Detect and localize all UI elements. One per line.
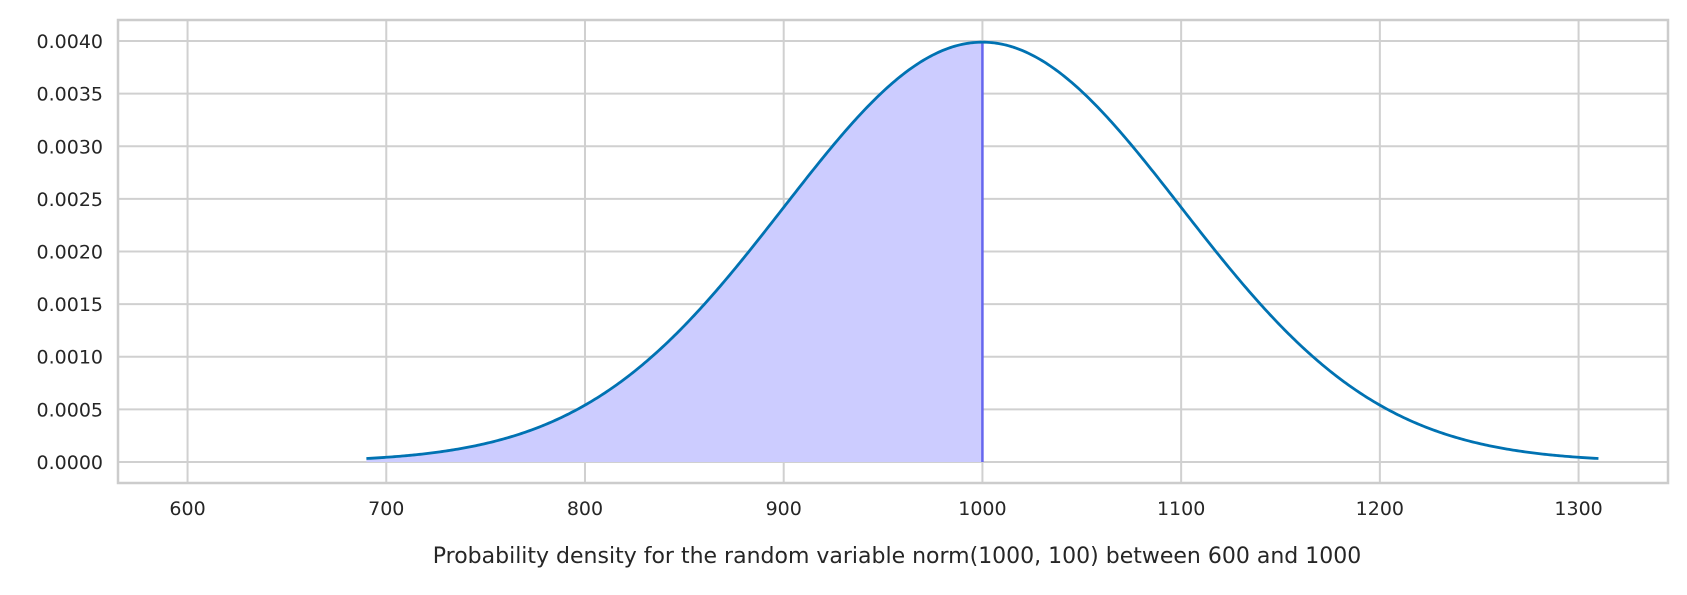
- shaded-area-layer: [366, 42, 984, 462]
- y-tick-label: 0.0015: [37, 294, 103, 316]
- y-tick-label: 0.0000: [37, 452, 103, 474]
- x-tick-label: 1300: [1554, 498, 1602, 520]
- x-tick-label: 1100: [1157, 498, 1205, 520]
- x-tick-label: 1200: [1356, 498, 1404, 520]
- y-tick-label: 0.0005: [37, 399, 103, 421]
- plot-frame: [116, 18, 1670, 485]
- x-tick-labels: 600 700 800 900 1000 1100 1200 1300: [169, 498, 1602, 520]
- x-tick-label: 700: [368, 498, 404, 520]
- curve-layer: [366, 40, 1599, 460]
- density-curve: [366, 40, 1599, 460]
- x-tick-label: 1000: [958, 498, 1006, 520]
- y-tick-label: 0.0035: [37, 84, 103, 106]
- y-tick-label: 0.0020: [37, 242, 103, 264]
- x-tick-label: 800: [567, 498, 603, 520]
- y-tick-label: 0.0025: [37, 189, 103, 211]
- y-tick-label: 0.0040: [37, 31, 103, 53]
- x-tick-label: 600: [169, 498, 205, 520]
- x-tick-label: 900: [766, 498, 802, 520]
- shaded-area: [366, 42, 983, 462]
- y-tick-label: 0.0030: [37, 136, 103, 158]
- y-tick-label: 0.0010: [37, 347, 103, 369]
- x-axis-label: Probability density for the random varia…: [433, 544, 1361, 569]
- y-tick-labels: 0.0000 0.0005 0.0010 0.0015 0.0020 0.0025 0.00…: [37, 31, 103, 474]
